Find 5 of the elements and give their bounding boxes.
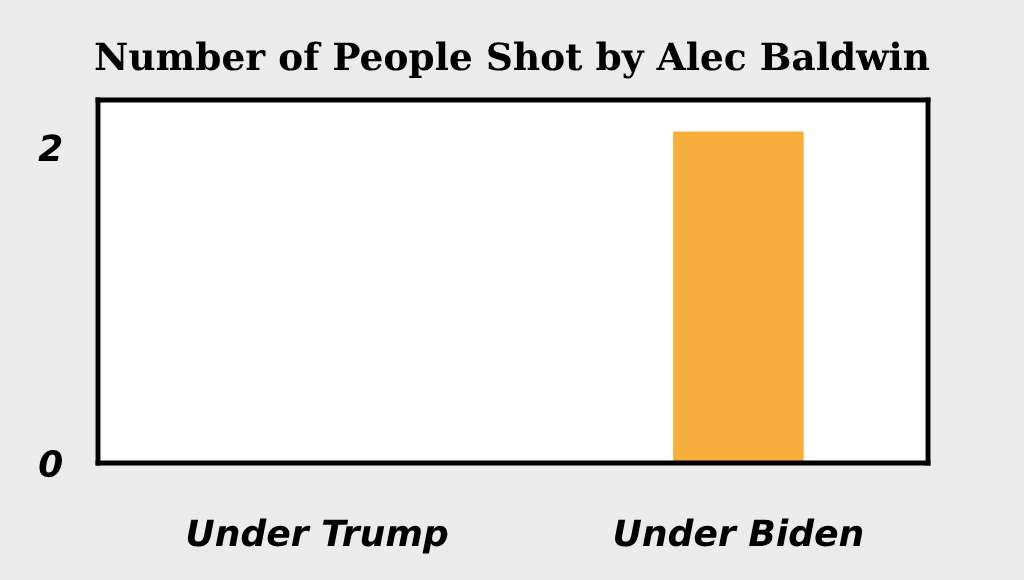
- y-tick-label: 0: [39, 449, 62, 478]
- y-tick-label: 2: [38, 134, 62, 162]
- x-tick-label: Under Biden: [615, 518, 863, 547]
- x-tick-label: Under Trump: [187, 518, 448, 554]
- chart-title: Number of People Shot by Alec Baldwin: [95, 41, 930, 79]
